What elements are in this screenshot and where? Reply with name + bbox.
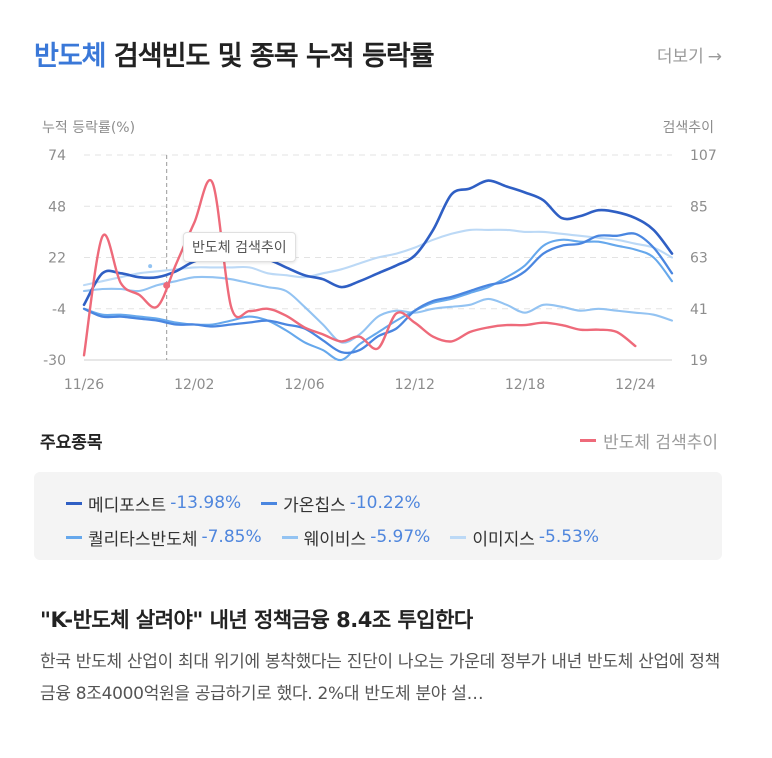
stock-item-2[interactable]: 퀄리타스반도체 -7.85%	[66, 525, 262, 550]
hover-point-stock	[148, 264, 153, 269]
news-headline[interactable]: "K-반도체 살려야" 내년 정책금융 8.4조 투입한다	[40, 608, 473, 632]
news-summary[interactable]: 한국 반도체 산업이 최대 위기에 봉착했다는 진단이 나오는 가운데 정부가 …	[40, 652, 720, 704]
stock-item-0[interactable]: 메디포스트 -13.98%	[66, 491, 241, 516]
stock-change: -5.53%	[538, 527, 600, 547]
search-trend-legend[interactable]: 반도체 검색추이	[580, 428, 718, 453]
x-tick-label: 12/06	[284, 377, 324, 393]
chart-axis-labels: 74 107 48 85 22 63 -4 41 -30 19 누적 등락률(%) 검색추이 11/26…	[42, 120, 717, 393]
stocks-section-header: 주요종목 반도체 검색추이	[40, 428, 718, 454]
stock-row: 메디포스트 -13.98% 가온칩스 -10.22%	[66, 486, 722, 520]
chart-series-layer	[82, 179, 674, 362]
y-right-tick-label: 19	[690, 353, 708, 369]
stock-name: 이미지스	[472, 529, 535, 550]
title-keyword: 반도체	[34, 41, 107, 72]
y-left-tick-label: -30	[43, 353, 66, 369]
x-tick-label: 11/26	[64, 377, 104, 393]
stock-change: -13.98%	[170, 493, 242, 513]
line-chart: 74 107 48 85 22 63 -4 41 -30 19 누적 등락률(%) 검색추이 11/26…	[42, 120, 717, 393]
y-right-tick-label: 63	[690, 251, 708, 267]
section-title: 주요종목	[40, 433, 103, 453]
stock-name: 메디포스트	[88, 495, 167, 516]
y-right-tick-label: 41	[690, 302, 708, 318]
stock-change: -10.22%	[349, 493, 421, 513]
x-tick-label: 12/02	[174, 377, 214, 393]
y-left-tick-label: 22	[48, 251, 66, 267]
stock-item-4[interactable]: 이미지스 -5.53%	[450, 525, 599, 550]
stock-change: -5.97%	[370, 527, 431, 547]
stock-swatch	[261, 501, 278, 505]
x-tick-label: 12/24	[615, 377, 655, 393]
stock-item-3[interactable]: 웨이비스 -5.97%	[281, 525, 431, 550]
x-tick-label: 12/18	[505, 377, 545, 393]
more-link[interactable]: 더보기 →	[657, 42, 722, 67]
stock-legend-panel: 메디포스트 -13.98% 가온칩스 -10.22% 퀄리타스반도체 -7.85…	[34, 472, 722, 560]
tooltip-label: 반도체 검색추이	[192, 240, 287, 256]
stock-swatch	[66, 535, 82, 539]
y-right-axis-title: 검색추이	[662, 120, 714, 136]
hover-point-search	[163, 281, 171, 289]
series-line-0	[82, 179, 674, 307]
series-line-5	[82, 179, 637, 357]
stock-swatch	[281, 535, 298, 539]
y-right-tick-label: 107	[690, 148, 717, 164]
search-trend-legend-label: 반도체 검색추이	[603, 433, 718, 453]
x-tick-label: 12/12	[395, 377, 435, 393]
title-rest: 검색빈도 및 종목 누적 등락률	[105, 41, 435, 72]
series-line-2	[82, 238, 674, 362]
header: 반도체 검색빈도 및 종목 누적 등락률 더보기 →	[34, 34, 722, 74]
y-right-tick-label: 85	[690, 199, 708, 215]
y-left-tick-label: 48	[48, 199, 66, 215]
stock-name: 퀄리타스반도체	[88, 529, 198, 550]
stock-swatch	[66, 501, 82, 505]
stock-row: 퀄리타스반도체 -7.85% 웨이비스 -5.97% 이미지스 -5.53%	[66, 520, 722, 554]
y-left-tick-label: -4	[52, 302, 66, 318]
y-left-tick-label: 74	[48, 148, 66, 164]
page-title: 반도체 검색빈도 및 종목 누적 등락률	[34, 34, 722, 73]
stock-name: 웨이비스	[303, 529, 367, 550]
series-line-3	[82, 275, 674, 344]
series-line-1	[82, 232, 674, 355]
stock-name: 가온칩스	[283, 495, 346, 516]
arrow-right-icon: →	[707, 47, 722, 67]
search-trend-swatch	[580, 439, 597, 442]
chart-tooltip: 반도체 검색추이	[183, 232, 296, 262]
stock-change: -7.85%	[201, 527, 262, 547]
stock-swatch	[450, 535, 467, 539]
y-left-axis-title: 누적 등락률(%)	[42, 120, 135, 136]
more-label: 더보기	[656, 47, 704, 67]
stock-item-1[interactable]: 가온칩스 -10.22%	[261, 491, 421, 516]
